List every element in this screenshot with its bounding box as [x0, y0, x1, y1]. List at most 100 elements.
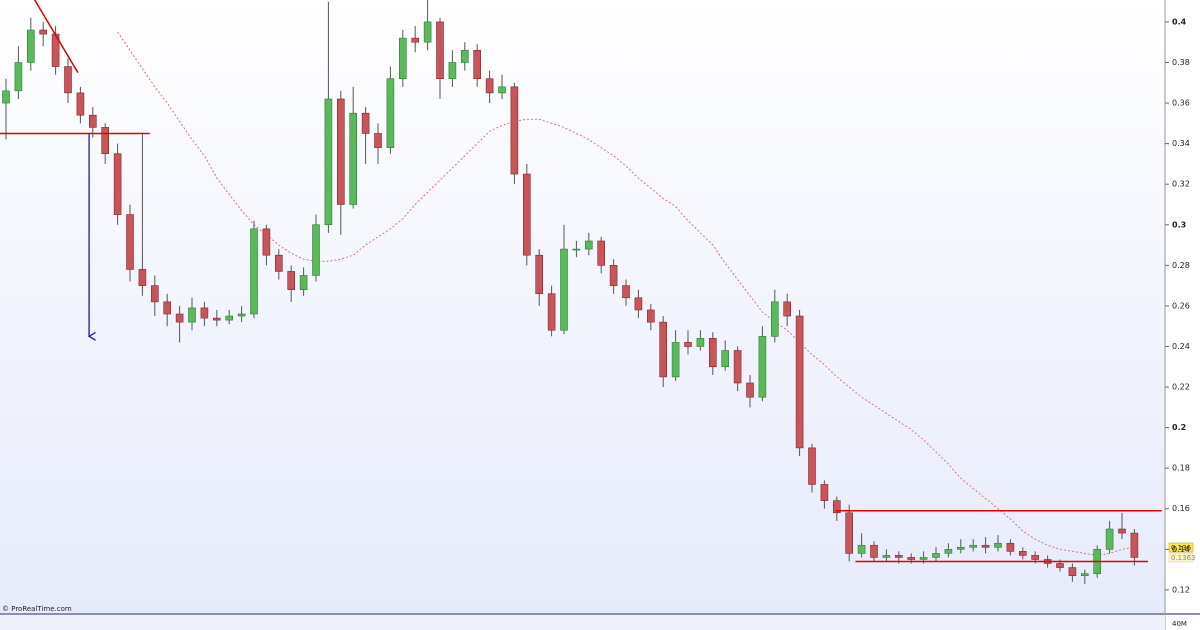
candle-body — [237, 313, 246, 317]
candle-body — [560, 248, 568, 331]
candle-body — [820, 484, 829, 501]
candle-body — [498, 86, 506, 94]
candle-body — [1056, 563, 1064, 568]
candle-body — [733, 350, 742, 384]
candle-body — [324, 98, 333, 226]
candle-body — [113, 153, 122, 215]
candle-body — [349, 112, 358, 205]
candle-body — [213, 317, 221, 321]
candle-body — [312, 224, 320, 276]
candle-body — [882, 555, 891, 558]
y-tick-label: 0.34 — [1172, 139, 1190, 148]
y-tick-label: 0.24 — [1172, 342, 1190, 351]
candle-body — [126, 214, 134, 270]
credit: © ProRealTime.com — [2, 605, 72, 613]
candle-body — [870, 544, 878, 558]
candle-body — [572, 248, 581, 251]
price-tag-label: 0.1363 — [1171, 554, 1196, 562]
y-tick-label: 0.16 — [1172, 504, 1190, 513]
y-tick-label: 0.36 — [1172, 99, 1190, 108]
candle-body — [795, 315, 804, 449]
candle-body — [547, 293, 556, 331]
y-tick-label: 0.2 — [1172, 423, 1186, 432]
candle-body — [721, 350, 730, 368]
candle-body — [646, 309, 655, 323]
price-tag-label: 0.136 — [1171, 544, 1192, 552]
candle-body — [2, 90, 10, 104]
y-tick-label: 0.38 — [1172, 58, 1190, 67]
plot-background — [0, 0, 1165, 614]
candle-body — [944, 549, 953, 554]
candle-body — [1081, 573, 1089, 576]
candle-body — [175, 313, 184, 323]
candle-body — [460, 50, 469, 63]
candle-body — [101, 127, 109, 155]
candle-body — [832, 500, 841, 514]
candle-body — [1006, 542, 1015, 552]
candle-body — [597, 240, 606, 266]
candle-body — [808, 447, 816, 485]
candle-body — [151, 285, 159, 303]
candle-body — [969, 544, 978, 548]
candle-body — [274, 254, 283, 272]
candle-body — [64, 66, 72, 94]
candle-body — [299, 275, 308, 290]
candle-body — [448, 62, 457, 80]
candle-body — [423, 21, 432, 43]
candle-body — [932, 553, 940, 558]
candle-body — [671, 342, 680, 378]
trend-line — [33, 0, 79, 74]
candle-body — [919, 557, 928, 560]
candle-body — [1018, 551, 1027, 556]
candle-body — [39, 29, 48, 35]
candle-body — [857, 544, 866, 554]
candle-body — [634, 297, 643, 311]
candle-body — [1130, 532, 1139, 558]
candle-body — [287, 271, 296, 290]
candle-body — [609, 265, 618, 286]
y-tick-label: 0.3 — [1172, 220, 1186, 229]
candle-body — [622, 285, 630, 299]
candle-body — [411, 37, 420, 43]
candle-body — [758, 336, 767, 398]
candle-body — [994, 542, 1002, 548]
candle-body — [398, 37, 407, 80]
candle-body — [696, 338, 705, 347]
candle-body — [89, 114, 97, 128]
candle-body — [336, 98, 345, 205]
candle-body — [14, 62, 23, 92]
candle-body — [262, 228, 271, 256]
candle-body — [1105, 528, 1114, 550]
price-tag — [1168, 552, 1194, 563]
volume-label: 40M — [1172, 620, 1187, 628]
y-tick-label: 0.22 — [1172, 383, 1190, 392]
candle-body — [361, 112, 370, 134]
candle-body — [1118, 528, 1126, 534]
candle-body — [510, 86, 519, 175]
y-tick-label: 0.4 — [1172, 17, 1187, 26]
candle-body — [386, 78, 395, 148]
candle-body — [76, 92, 85, 116]
candle-body — [163, 301, 171, 315]
candle-body — [473, 50, 482, 80]
candle-body — [1068, 567, 1077, 576]
candle-body — [956, 546, 965, 550]
y-tick-label: 0.28 — [1172, 261, 1190, 270]
candle-body — [485, 78, 494, 94]
candle-body — [138, 269, 147, 286]
candle-body — [746, 382, 754, 398]
candle-body — [374, 133, 382, 148]
candle-body — [770, 301, 779, 337]
candle-body — [1031, 555, 1039, 560]
candle-body — [225, 315, 233, 321]
y-tick-label: 0.14 — [1172, 545, 1190, 554]
candle-body — [250, 228, 258, 315]
candle-body — [684, 342, 692, 347]
candle-body — [894, 555, 903, 558]
candle-body — [522, 173, 531, 256]
candle-body — [845, 512, 854, 554]
price-tag — [1168, 542, 1194, 553]
y-tick-label: 0.12 — [1172, 585, 1190, 594]
candle-body — [584, 240, 593, 250]
